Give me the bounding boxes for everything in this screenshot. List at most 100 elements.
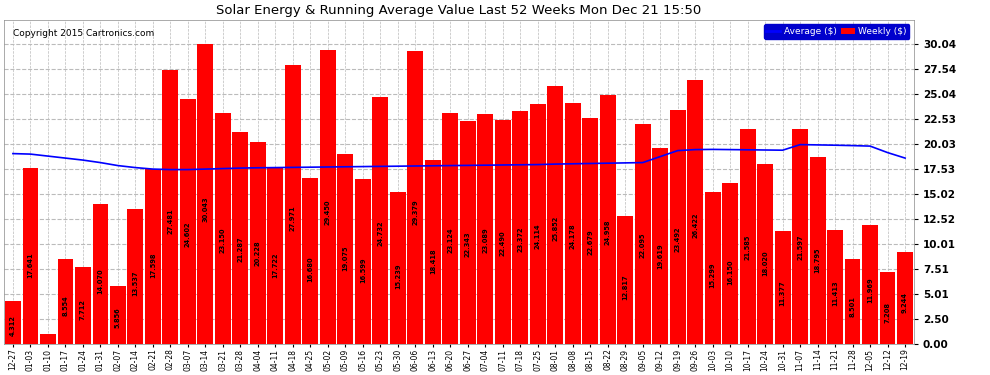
Bar (425, 160, 441, 344)
Text: 19.075: 19.075 (343, 246, 348, 272)
Text: 22.490: 22.490 (500, 231, 506, 256)
Text: 23.492: 23.492 (675, 226, 681, 252)
Text: 17.641: 17.641 (28, 252, 34, 278)
Text: 24.602: 24.602 (185, 221, 191, 247)
Text: 5.856: 5.856 (115, 308, 121, 328)
Text: 18.020: 18.020 (762, 251, 768, 276)
Bar (757, 164, 773, 344)
Bar (128, 209, 144, 344)
Text: 11.413: 11.413 (833, 280, 839, 306)
Text: 24.178: 24.178 (569, 223, 576, 249)
Bar (670, 110, 685, 344)
Bar (372, 98, 388, 344)
Bar (897, 252, 913, 344)
Bar (792, 129, 808, 344)
Text: 4.312: 4.312 (10, 315, 16, 336)
Bar (302, 178, 318, 344)
Bar (723, 183, 738, 344)
Bar (652, 148, 668, 344)
Bar (687, 81, 703, 344)
Text: 21.287: 21.287 (238, 236, 244, 261)
Bar (408, 51, 423, 344)
Text: 24.958: 24.958 (605, 219, 611, 245)
Bar (565, 103, 580, 344)
Bar (477, 114, 493, 344)
Text: 17.598: 17.598 (149, 252, 155, 278)
Bar (75, 267, 91, 344)
Text: 27.971: 27.971 (290, 206, 296, 231)
Title: Solar Energy & Running Average Value Last 52 Weeks Mon Dec 21 15:50: Solar Energy & Running Average Value Las… (217, 4, 702, 17)
Text: 8.554: 8.554 (62, 296, 68, 316)
Bar (110, 286, 126, 344)
Bar (513, 111, 528, 344)
Text: 22.343: 22.343 (464, 231, 471, 257)
Bar (547, 86, 563, 344)
Text: 12.817: 12.817 (622, 274, 629, 300)
Text: 20.228: 20.228 (254, 241, 260, 266)
Bar (285, 65, 301, 344)
Bar (145, 169, 160, 344)
Bar (57, 259, 73, 344)
Bar (810, 157, 826, 344)
Text: 7.712: 7.712 (80, 299, 86, 320)
Text: 29.450: 29.450 (325, 199, 331, 225)
Bar (5, 302, 21, 344)
Text: 17.722: 17.722 (272, 252, 278, 278)
Bar (338, 154, 353, 344)
Bar (740, 129, 755, 344)
Bar (775, 231, 791, 344)
Text: 19.619: 19.619 (657, 243, 663, 269)
Bar (390, 192, 406, 344)
Text: 18.795: 18.795 (815, 247, 821, 273)
Bar (320, 50, 336, 344)
Text: 11.969: 11.969 (867, 278, 873, 303)
Text: 7.208: 7.208 (885, 302, 891, 322)
Bar (443, 113, 458, 344)
Bar (460, 121, 475, 344)
Bar (495, 120, 511, 344)
Text: 23.372: 23.372 (517, 226, 524, 252)
Bar (530, 104, 545, 344)
Bar (233, 132, 248, 344)
Text: 15.239: 15.239 (395, 263, 401, 289)
Text: 24.114: 24.114 (535, 223, 541, 249)
Text: 16.150: 16.150 (728, 259, 734, 285)
Text: 21.597: 21.597 (797, 235, 803, 260)
Bar (180, 99, 196, 344)
Text: 22.679: 22.679 (587, 230, 593, 255)
Bar (92, 204, 108, 344)
Text: 11.377: 11.377 (780, 280, 786, 306)
Text: 22.095: 22.095 (640, 232, 645, 258)
Bar (40, 334, 55, 344)
Bar (862, 225, 878, 344)
Bar (618, 216, 633, 344)
Text: 29.379: 29.379 (412, 200, 419, 225)
Text: 23.150: 23.150 (220, 228, 226, 253)
Bar (215, 113, 231, 344)
Text: 8.501: 8.501 (849, 296, 855, 316)
Bar (828, 230, 843, 344)
Bar (162, 70, 178, 344)
Text: 26.422: 26.422 (692, 213, 698, 238)
Text: 27.481: 27.481 (167, 208, 173, 234)
Bar (600, 95, 616, 344)
Legend: Average ($), Weekly ($): Average ($), Weekly ($) (763, 24, 910, 39)
Bar (705, 192, 721, 344)
Text: 15.299: 15.299 (710, 263, 716, 288)
Bar (197, 44, 213, 344)
Bar (844, 260, 860, 344)
Text: 25.852: 25.852 (552, 216, 558, 241)
Bar (635, 124, 650, 344)
Bar (23, 168, 39, 344)
Text: 18.418: 18.418 (430, 249, 436, 274)
Text: 16.680: 16.680 (307, 256, 313, 282)
Text: 24.732: 24.732 (377, 220, 383, 246)
Text: 16.599: 16.599 (359, 257, 365, 282)
Bar (249, 142, 265, 344)
Bar (267, 167, 283, 344)
Bar (582, 118, 598, 344)
Bar (355, 178, 370, 344)
Text: Copyright 2015 Cartronics.com: Copyright 2015 Cartronics.com (13, 30, 154, 39)
Text: 14.070: 14.070 (97, 268, 103, 294)
Bar (880, 272, 896, 344)
